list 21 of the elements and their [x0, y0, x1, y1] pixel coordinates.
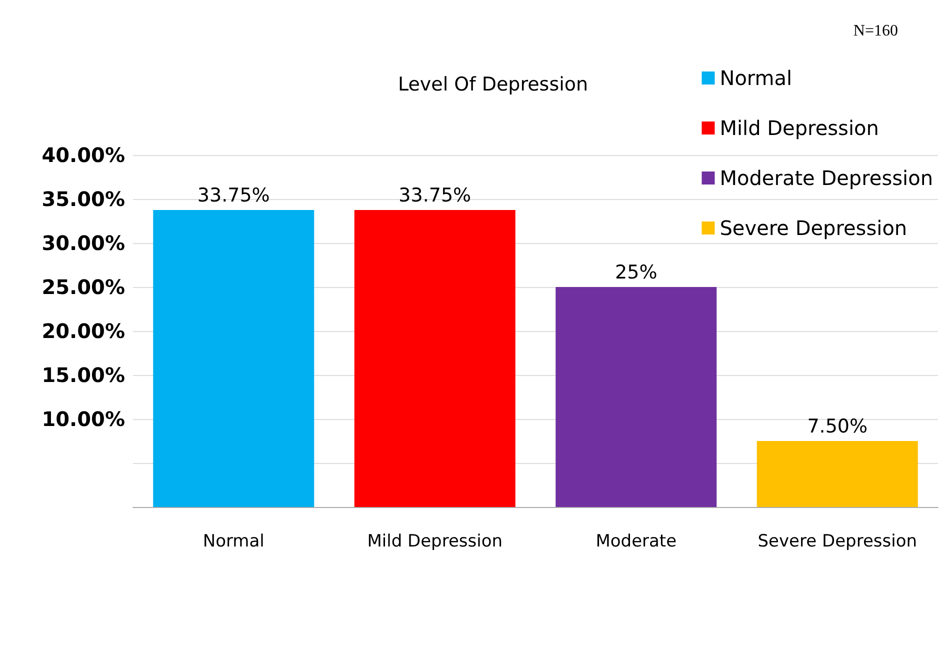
legend-label: Normal: [720, 66, 792, 90]
text: 33.75%: [197, 184, 270, 206]
y-tick-label: 20.00%: [42, 319, 125, 343]
text: 25%: [615, 262, 658, 284]
legend-label: Mild Depression: [720, 116, 879, 140]
text: 33.75%: [398, 184, 472, 206]
x-tick-label: Normal: [202, 532, 264, 552]
y-tick-label: 30.00%: [42, 231, 125, 255]
legend-label: Moderate Depression: [720, 166, 934, 190]
y-tick-label: 25.00%: [42, 275, 125, 299]
chart-title: Level Of Depression: [398, 74, 588, 96]
x-tick-label: Mild Depression: [367, 532, 503, 552]
x-tick-label: Severe Depression: [758, 532, 918, 552]
legend-label: Severe Depression: [720, 216, 908, 240]
text: N=160: [853, 22, 898, 40]
y-tick-label: 35.00%: [42, 187, 125, 211]
y-tick-label: 40.00%: [42, 143, 125, 167]
text: 7.50%: [807, 416, 868, 438]
y-tick-label: 15.00%: [42, 363, 125, 387]
y-tick-label: 10.00%: [42, 407, 125, 431]
x-tick-label: Moderate: [596, 532, 677, 552]
